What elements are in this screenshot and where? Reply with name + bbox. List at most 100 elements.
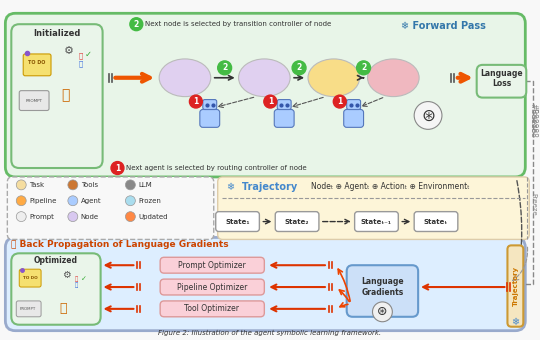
Text: 1: 1 — [115, 164, 120, 172]
Text: ⊛: ⊛ — [377, 305, 388, 318]
FancyBboxPatch shape — [8, 177, 214, 239]
Text: Agent: Agent — [81, 198, 102, 204]
Text: State₂: State₂ — [285, 219, 309, 225]
Text: ✓: ✓ — [85, 49, 92, 58]
Text: ✓: ✓ — [81, 276, 87, 282]
Circle shape — [130, 18, 143, 31]
Text: Language
Gradients: Language Gradients — [361, 277, 404, 297]
Circle shape — [68, 180, 78, 190]
Text: 1: 1 — [268, 97, 273, 106]
Text: 🔧: 🔧 — [62, 89, 70, 103]
Text: Next agent is selected by routing controller of node: Next agent is selected by routing contro… — [126, 165, 307, 171]
Circle shape — [68, 196, 78, 206]
Circle shape — [292, 61, 306, 75]
FancyBboxPatch shape — [274, 109, 294, 128]
Circle shape — [68, 212, 78, 222]
Text: Updated: Updated — [138, 214, 168, 220]
Text: Optimized: Optimized — [34, 256, 78, 265]
Text: Prompt: Prompt — [29, 214, 54, 220]
Text: ⬛: ⬛ — [75, 282, 78, 288]
Text: ⬛: ⬛ — [79, 61, 83, 67]
FancyBboxPatch shape — [160, 257, 265, 273]
FancyBboxPatch shape — [203, 100, 217, 109]
Text: ⚙: ⚙ — [64, 46, 74, 56]
Text: TO DO: TO DO — [23, 276, 38, 280]
Text: 2: 2 — [134, 20, 139, 29]
Circle shape — [16, 180, 26, 190]
Circle shape — [264, 95, 276, 108]
FancyBboxPatch shape — [355, 212, 399, 232]
Circle shape — [125, 212, 136, 222]
Text: State₁: State₁ — [225, 219, 250, 225]
Text: Next node is selected by transition controller of node: Next node is selected by transition cont… — [145, 21, 332, 27]
Text: Stateₜ: Stateₜ — [424, 219, 448, 225]
FancyBboxPatch shape — [414, 212, 458, 232]
FancyBboxPatch shape — [19, 269, 41, 287]
Ellipse shape — [239, 59, 290, 97]
FancyBboxPatch shape — [344, 109, 363, 128]
FancyBboxPatch shape — [508, 245, 523, 327]
Text: Figure 2: Illustration of the agent symbolic learning framework.: Figure 2: Illustration of the agent symb… — [158, 329, 381, 336]
Text: LLM: LLM — [138, 182, 152, 188]
Text: Node: Node — [81, 214, 99, 220]
Text: ⬛: ⬛ — [75, 276, 78, 282]
Text: Stateₜ₋₁: Stateₜ₋₁ — [361, 219, 392, 225]
Text: Trajectory: Trajectory — [512, 266, 518, 306]
Circle shape — [333, 95, 346, 108]
Text: 1: 1 — [193, 97, 199, 106]
Ellipse shape — [308, 59, 360, 97]
FancyBboxPatch shape — [5, 13, 525, 177]
Text: 🔧: 🔧 — [59, 302, 66, 316]
FancyBboxPatch shape — [218, 177, 529, 239]
FancyBboxPatch shape — [19, 91, 49, 110]
FancyBboxPatch shape — [11, 24, 103, 168]
FancyBboxPatch shape — [277, 100, 291, 109]
FancyBboxPatch shape — [16, 301, 41, 317]
Circle shape — [218, 61, 232, 75]
Text: Task: Task — [29, 182, 44, 188]
Text: 2: 2 — [222, 63, 227, 72]
Text: ⬛: ⬛ — [79, 53, 83, 59]
FancyBboxPatch shape — [347, 265, 418, 317]
FancyBboxPatch shape — [23, 54, 51, 76]
Text: Pipeline: Pipeline — [29, 198, 57, 204]
Text: Pipeline Optimizer: Pipeline Optimizer — [177, 283, 247, 291]
Circle shape — [125, 180, 136, 190]
FancyBboxPatch shape — [347, 100, 361, 109]
FancyBboxPatch shape — [215, 212, 259, 232]
Text: ❄  Trajectory: ❄ Trajectory — [227, 182, 297, 192]
FancyBboxPatch shape — [477, 65, 526, 98]
Text: Tool Optimizer: Tool Optimizer — [184, 304, 239, 313]
Text: Language
Loss: Language Loss — [480, 69, 523, 88]
Circle shape — [414, 102, 442, 129]
FancyBboxPatch shape — [160, 279, 265, 295]
Circle shape — [190, 95, 202, 108]
Text: 🔥 Back Propagation of Language Gradients: 🔥 Back Propagation of Language Gradients — [11, 240, 229, 250]
Text: Initialized: Initialized — [33, 29, 80, 38]
Text: Freeze: Freeze — [530, 193, 536, 216]
FancyBboxPatch shape — [160, 301, 265, 317]
Text: PROMPT: PROMPT — [20, 307, 36, 311]
Circle shape — [125, 196, 136, 206]
Text: TO DO: TO DO — [29, 61, 46, 65]
Text: 2: 2 — [361, 63, 366, 72]
FancyBboxPatch shape — [275, 212, 319, 232]
Text: ❄: ❄ — [511, 317, 519, 327]
Text: ⊛: ⊛ — [421, 106, 435, 124]
Text: ❄ Forward Pass: ❄ Forward Pass — [401, 21, 486, 31]
Ellipse shape — [159, 59, 211, 97]
Circle shape — [373, 302, 393, 322]
FancyBboxPatch shape — [11, 253, 100, 325]
Circle shape — [111, 162, 124, 174]
FancyBboxPatch shape — [5, 237, 525, 331]
Text: PROMPT: PROMPT — [25, 99, 43, 103]
Text: 2: 2 — [296, 63, 302, 72]
Text: ⚙: ⚙ — [63, 270, 71, 280]
Text: Freeze: Freeze — [529, 108, 538, 133]
Text: Nodeₜ ⊕ Agentₜ ⊕ Actionₜ ⊕ Environmentₜ: Nodeₜ ⊕ Agentₜ ⊕ Actionₜ ⊕ Environmentₜ — [311, 182, 470, 191]
Text: Frozen: Frozen — [138, 198, 161, 204]
Text: Prompt Optimizer: Prompt Optimizer — [178, 261, 246, 270]
Text: Tools: Tools — [81, 182, 98, 188]
Ellipse shape — [368, 59, 419, 97]
Text: #888888: #888888 — [529, 103, 538, 138]
